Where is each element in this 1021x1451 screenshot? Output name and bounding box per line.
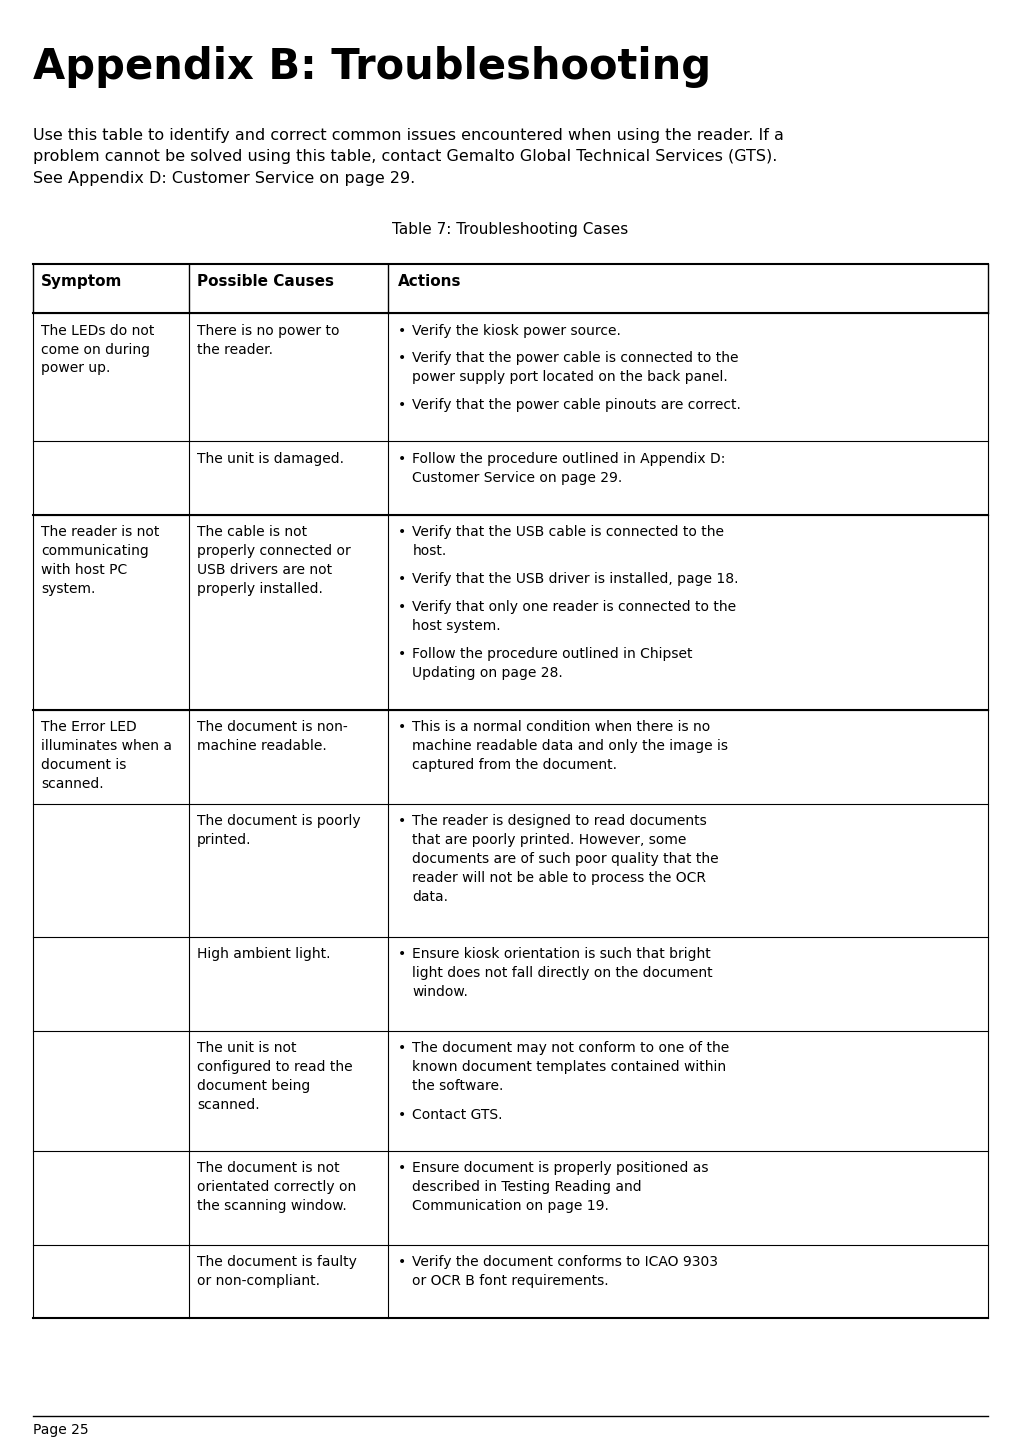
Text: Verify that the power cable is connected to the
power supply port located on the: Verify that the power cable is connected… — [412, 351, 739, 385]
Text: Verify the document conforms to ICAO 9303
or OCR B font requirements.: Verify the document conforms to ICAO 930… — [412, 1255, 719, 1288]
Text: •: • — [398, 814, 406, 827]
Text: The Error LED
illuminates when a
document is
scanned.: The Error LED illuminates when a documen… — [41, 720, 172, 791]
Text: The unit is not
configured to read the
document being
scanned.: The unit is not configured to read the d… — [197, 1040, 352, 1111]
Text: Actions: Actions — [398, 274, 461, 289]
Text: The reader is not
communicating
with host PC
system.: The reader is not communicating with hos… — [41, 525, 159, 596]
Text: The unit is damaged.: The unit is damaged. — [197, 451, 344, 466]
Text: Verify the kiosk power source.: Verify the kiosk power source. — [412, 324, 622, 338]
Text: •: • — [398, 525, 406, 538]
Text: Verify that the USB driver is installed, page 18.: Verify that the USB driver is installed,… — [412, 572, 739, 586]
Text: Ensure kiosk orientation is such that bright
light does not fall directly on the: Ensure kiosk orientation is such that br… — [412, 948, 713, 1000]
Text: Verify that only one reader is connected to the
host system.: Verify that only one reader is connected… — [412, 599, 736, 633]
Text: •: • — [398, 398, 406, 412]
Text: •: • — [398, 948, 406, 961]
Text: •: • — [398, 451, 406, 466]
Text: The document is non-
machine readable.: The document is non- machine readable. — [197, 720, 348, 753]
Text: •: • — [398, 1161, 406, 1175]
Text: Contact GTS.: Contact GTS. — [412, 1109, 503, 1122]
Text: There is no power to
the reader.: There is no power to the reader. — [197, 324, 340, 357]
Text: High ambient light.: High ambient light. — [197, 948, 331, 961]
Text: •: • — [398, 572, 406, 586]
Text: •: • — [398, 1109, 406, 1122]
Text: Follow the procedure outlined in Chipset
Updating on page 28.: Follow the procedure outlined in Chipset… — [412, 647, 693, 681]
Text: Table 7: Troubleshooting Cases: Table 7: Troubleshooting Cases — [392, 222, 629, 237]
Text: Verify that the USB cable is connected to the
host.: Verify that the USB cable is connected t… — [412, 525, 725, 559]
Text: •: • — [398, 1255, 406, 1268]
Text: The document may not conform to one of the
known document templates contained wi: The document may not conform to one of t… — [412, 1040, 730, 1093]
Text: The document is faulty
or non-compliant.: The document is faulty or non-compliant. — [197, 1255, 357, 1288]
Text: Appendix B: Troubleshooting: Appendix B: Troubleshooting — [33, 46, 711, 89]
Text: Ensure document is properly positioned as
described in Testing Reading and
Commu: Ensure document is properly positioned a… — [412, 1161, 709, 1213]
Text: •: • — [398, 647, 406, 660]
Text: •: • — [398, 599, 406, 614]
Text: •: • — [398, 1040, 406, 1055]
Text: Follow the procedure outlined in Appendix D:
Customer Service on page 29.: Follow the procedure outlined in Appendi… — [412, 451, 726, 485]
Text: •: • — [398, 720, 406, 734]
Text: The document is poorly
printed.: The document is poorly printed. — [197, 814, 360, 847]
Text: •: • — [398, 351, 406, 364]
Text: The reader is designed to read documents
that are poorly printed. However, some
: The reader is designed to read documents… — [412, 814, 719, 904]
Text: Use this table to identify and correct common issues encountered when using the : Use this table to identify and correct c… — [33, 128, 783, 186]
Text: Page 25: Page 25 — [33, 1423, 88, 1438]
Text: The cable is not
properly connected or
USB drivers are not
properly installed.: The cable is not properly connected or U… — [197, 525, 351, 596]
Text: •: • — [398, 324, 406, 338]
Text: Symptom: Symptom — [41, 274, 123, 289]
Text: Verify that the power cable pinouts are correct.: Verify that the power cable pinouts are … — [412, 398, 741, 412]
Text: This is a normal condition when there is no
machine readable data and only the i: This is a normal condition when there is… — [412, 720, 729, 772]
Text: Possible Causes: Possible Causes — [197, 274, 334, 289]
Text: The document is not
orientated correctly on
the scanning window.: The document is not orientated correctly… — [197, 1161, 356, 1213]
Text: The LEDs do not
come on during
power up.: The LEDs do not come on during power up. — [41, 324, 154, 376]
